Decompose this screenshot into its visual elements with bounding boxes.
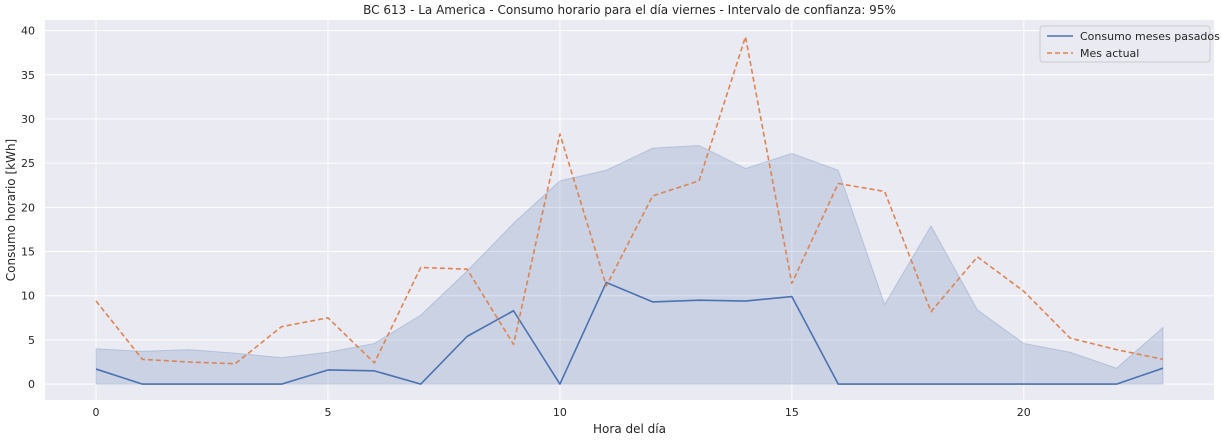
plot-area (45, 20, 1214, 400)
y-tick-label: 10 (21, 290, 35, 303)
chart-title: BC 613 - La America - Consumo horario pa… (363, 3, 896, 17)
legend-label-consumo-meses-pasados: Consumo meses pasados (1080, 30, 1220, 43)
series-lines (95, 35, 1164, 385)
y-tick-label: 30 (21, 113, 35, 126)
legend: Consumo meses pasados Mes actual (1039, 25, 1220, 63)
x-axis-ticks: 0 5 10 15 20 (93, 406, 1031, 419)
x-tick-label: 5 (324, 406, 331, 419)
y-tick-label: 35 (21, 69, 35, 82)
y-tick-label: 15 (21, 246, 35, 259)
y-tick-label: 20 (21, 201, 35, 214)
x-tick-label: 10 (553, 406, 567, 419)
x-tick-label: 20 (1017, 406, 1031, 419)
series-line-mes-actual (95, 35, 1164, 365)
x-axis-label: Hora del día (593, 422, 666, 436)
legend-box (1039, 25, 1211, 63)
y-axis-label: Consumo horario [kWh] (4, 139, 18, 281)
y-tick-label: 0 (28, 378, 35, 391)
x-tick-label: 0 (93, 406, 100, 419)
y-axis-ticks: 0 5 10 15 20 25 30 35 40 (21, 25, 35, 391)
y-tick-label: 25 (21, 157, 35, 170)
series-line-consumo-meses-pasados (95, 281, 1164, 385)
y-tick-label: 5 (28, 334, 35, 347)
legend-label-mes-actual: Mes actual (1080, 47, 1139, 60)
x-tick-label: 15 (785, 406, 799, 419)
y-tick-label: 40 (21, 25, 35, 38)
